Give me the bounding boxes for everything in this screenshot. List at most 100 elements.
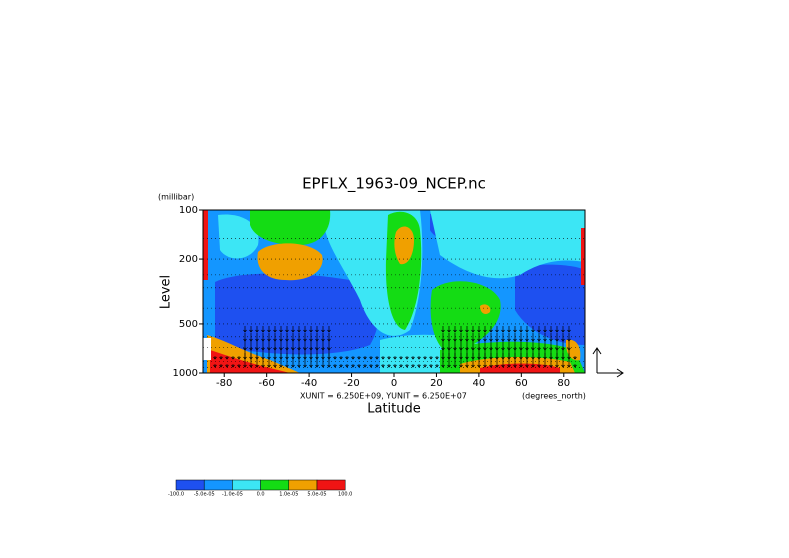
vector-arrow: [537, 326, 541, 333]
vector-arrow: [213, 364, 217, 368]
colorbar-label: 5.0e-05: [307, 492, 326, 498]
vector-arrow: [525, 353, 529, 368]
vector-arrow: [261, 326, 265, 333]
vector-arrow: [243, 353, 247, 368]
vector-arrow: [501, 353, 505, 368]
vector-arrow: [453, 353, 457, 368]
colorbar-label: -5.0e-05: [194, 492, 215, 498]
vector-arrow: [357, 356, 361, 360]
vector-arrow: [339, 364, 343, 368]
contour-field: [203, 210, 585, 373]
vector-arrow: [501, 326, 505, 333]
colorbar-label: 100.0: [338, 492, 352, 498]
vector-arrow: [447, 353, 451, 368]
vector-arrow: [213, 356, 217, 360]
vector-arrow: [255, 326, 259, 333]
vector-arrow: [279, 353, 283, 368]
vectors: [213, 326, 577, 368]
vector-arrow: [423, 364, 427, 368]
vector-arrow: [387, 356, 391, 360]
colorbar-box: [316, 479, 346, 491]
contour-region: [257, 243, 323, 281]
vector-arrow: [555, 326, 559, 333]
vector-arrow: [429, 356, 433, 360]
vector-arrow: [387, 364, 391, 368]
vector-arrow: [315, 353, 319, 368]
vector-arrow: [543, 326, 547, 333]
vector-arrow: [567, 353, 571, 368]
vector-arrow: [405, 356, 409, 360]
vector-arrow: [303, 353, 307, 368]
vector-arrow: [369, 364, 373, 368]
vector-arrow: [327, 353, 331, 368]
vector-arrow: [471, 326, 475, 333]
vector-arrow: [411, 364, 415, 368]
vector-arrow: [477, 353, 481, 368]
vector-arrow: [471, 353, 475, 368]
vector-arrow: [483, 326, 487, 333]
vector-arrow: [231, 364, 235, 368]
vector-arrow: [267, 326, 271, 333]
contour-region: [581, 228, 585, 285]
contour-region: [203, 210, 208, 280]
x-axis-label: Latitude: [367, 402, 421, 417]
vector-arrow: [309, 353, 313, 368]
x-tick-label: -40: [301, 378, 317, 389]
vector-arrow: [519, 326, 523, 333]
vector-arrow: [345, 364, 349, 368]
contour-region: [515, 264, 585, 345]
vector-arrow: [267, 353, 271, 368]
vector-arrow: [351, 364, 355, 368]
vector-arrow: [345, 356, 349, 360]
vector-arrow: [237, 356, 241, 360]
vector-arrow: [369, 356, 373, 360]
vector-arrow: [495, 326, 499, 333]
vector-arrow: [381, 364, 385, 368]
vector-arrow: [519, 353, 523, 368]
reference-vector: [592, 347, 624, 378]
vector-arrow: [333, 356, 337, 360]
vector-arrow: [273, 353, 277, 368]
colorbar-box: [288, 479, 318, 491]
x-tick-label: -20: [343, 378, 359, 389]
vector-arrow: [375, 364, 379, 368]
vector-arrow: [423, 356, 427, 360]
colorbar-label: -1.0e-05: [222, 492, 243, 498]
vector-arrow: [561, 353, 565, 368]
vector-arrow: [447, 326, 451, 333]
vector-arrow: [273, 326, 277, 333]
vector-arrow: [339, 356, 343, 360]
vector-arrow: [297, 353, 301, 368]
vector-arrow: [477, 326, 481, 333]
vector-arrow: [249, 353, 253, 368]
vector-arrow: [525, 326, 529, 333]
vector-arrow: [531, 326, 535, 333]
vector-arrow: [513, 326, 517, 333]
x-tick-label: 0: [391, 378, 397, 389]
vector-arrow: [285, 353, 289, 368]
colorbar-box: [260, 479, 290, 491]
vector-arrow: [225, 364, 229, 368]
vector-arrow: [465, 326, 469, 333]
vector-arrow: [255, 353, 259, 368]
vector-arrow: [441, 353, 445, 368]
vector-arrow: [291, 326, 295, 333]
vector-arrow: [351, 356, 355, 360]
vector-arrow: [411, 356, 415, 360]
contour-region: [218, 214, 259, 259]
vector-arrow: [417, 364, 421, 368]
vector-arrow: [495, 353, 499, 368]
vector-arrow: [243, 326, 247, 333]
vector-arrow: [483, 353, 487, 368]
vector-arrow: [561, 326, 565, 333]
vector-arrow: [219, 364, 223, 368]
vector-arrow: [459, 353, 463, 368]
vector-arrow: [399, 356, 403, 360]
x-tick-label: 40: [473, 378, 486, 389]
vector-arrow: [375, 356, 379, 360]
x-tick-label: -60: [258, 378, 274, 389]
vector-arrow: [507, 326, 511, 333]
vector-arrow: [381, 356, 385, 360]
vector-arrow: [489, 326, 493, 333]
vector-arrow: [327, 326, 331, 333]
